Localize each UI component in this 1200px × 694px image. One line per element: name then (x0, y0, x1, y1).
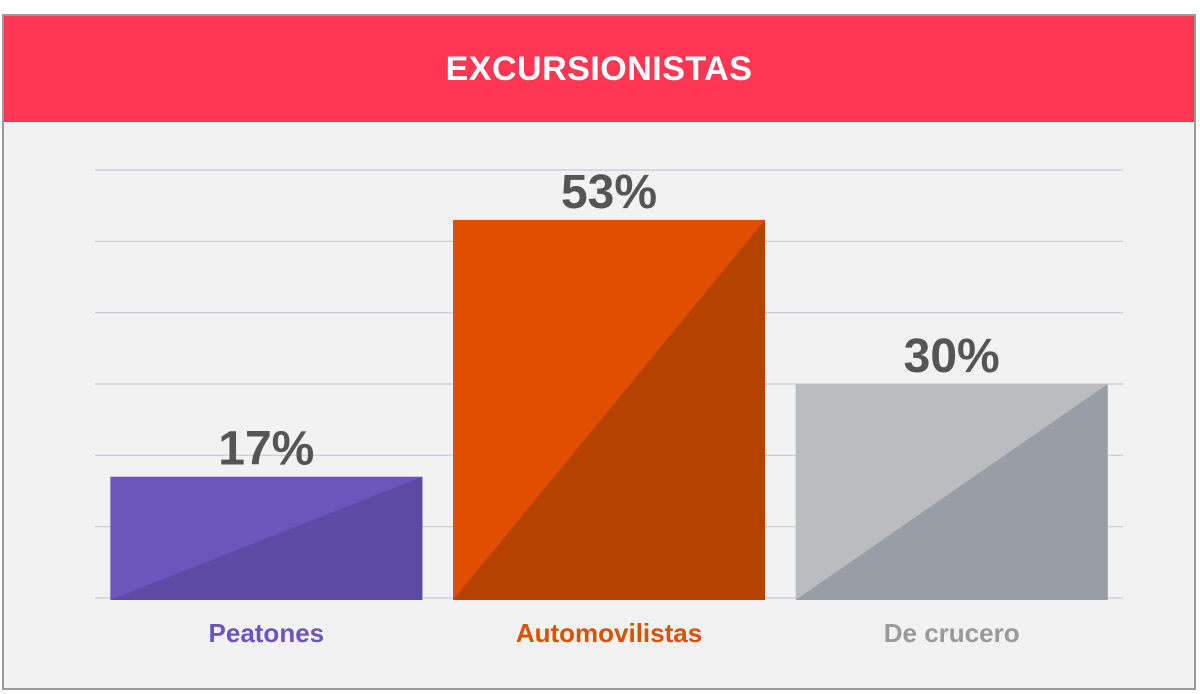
bar-shade-peatones (110, 476, 423, 600)
bar-shade-automovilistas (453, 219, 765, 600)
data-label: 53% (561, 166, 657, 219)
chart-title: EXCURSIONISTAS (445, 49, 753, 88)
category-label: Peatones (209, 618, 325, 648)
category-label: De crucero (884, 618, 1020, 648)
data-label: 17% (218, 423, 314, 476)
chart-header: EXCURSIONISTAS (4, 16, 1194, 122)
data-label: 30% (904, 330, 1000, 383)
category-label: Automovilistas (516, 618, 702, 648)
bar-shade-de-crucero (795, 384, 1108, 600)
